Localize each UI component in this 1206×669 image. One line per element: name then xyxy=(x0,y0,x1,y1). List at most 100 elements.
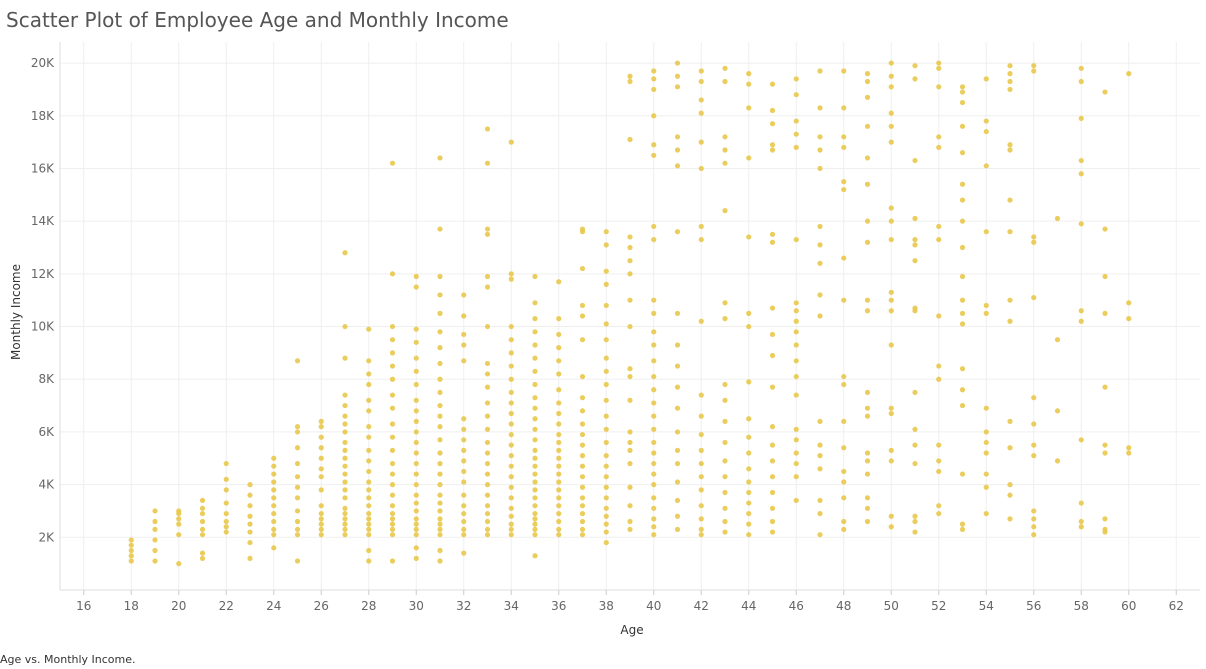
data-point xyxy=(698,460,704,467)
data-point xyxy=(959,244,966,251)
data-point xyxy=(247,482,253,488)
data-point xyxy=(651,76,657,82)
data-point xyxy=(888,297,894,303)
data-point xyxy=(841,179,847,185)
data-point xyxy=(484,126,491,132)
data-point xyxy=(508,532,514,538)
data-point xyxy=(508,323,514,330)
data-point xyxy=(532,516,538,522)
data-point xyxy=(294,424,301,430)
data-point xyxy=(793,426,799,432)
data-point xyxy=(128,542,134,548)
data-point xyxy=(247,555,253,561)
data-point xyxy=(342,429,348,435)
data-point xyxy=(556,316,562,322)
data-point xyxy=(888,524,894,530)
data-point xyxy=(651,426,657,432)
data-point xyxy=(484,231,491,237)
data-point xyxy=(556,526,562,533)
data-point xyxy=(437,508,443,514)
data-point xyxy=(1031,524,1037,530)
data-point xyxy=(437,532,443,538)
data-point xyxy=(651,532,657,538)
data-point xyxy=(247,529,253,535)
data-point xyxy=(342,487,348,493)
data-point xyxy=(864,505,871,511)
data-point xyxy=(722,505,728,511)
data-point xyxy=(841,186,847,193)
data-point xyxy=(793,460,799,467)
data-point xyxy=(651,358,657,364)
data-point xyxy=(366,371,372,377)
data-point xyxy=(366,326,372,332)
data-point xyxy=(484,284,491,290)
data-point xyxy=(223,487,229,493)
data-point xyxy=(508,431,514,438)
data-point xyxy=(888,342,894,348)
data-point xyxy=(342,495,348,501)
x-tick-label: 58 xyxy=(1074,599,1089,613)
data-point xyxy=(342,439,348,446)
data-point xyxy=(603,513,609,519)
data-point xyxy=(746,532,752,538)
data-point xyxy=(556,487,562,493)
data-point xyxy=(722,78,728,85)
data-point xyxy=(627,447,633,453)
data-point xyxy=(484,371,491,377)
data-point xyxy=(674,447,681,453)
data-point xyxy=(556,471,562,477)
data-point xyxy=(484,492,491,498)
data-point xyxy=(674,479,681,485)
data-point xyxy=(983,302,989,309)
data-point xyxy=(318,474,324,480)
data-point xyxy=(722,439,728,446)
data-point xyxy=(532,416,538,422)
data-point xyxy=(579,373,586,380)
data-point xyxy=(437,500,443,506)
data-point xyxy=(983,484,989,490)
data-point xyxy=(959,526,966,533)
data-point xyxy=(603,268,609,274)
data-point xyxy=(579,408,586,414)
data-point xyxy=(793,118,799,124)
data-point xyxy=(769,474,776,480)
data-point xyxy=(627,526,633,533)
x-axis-label: Age xyxy=(620,623,643,637)
data-point xyxy=(1031,508,1037,514)
data-point xyxy=(318,418,324,424)
data-point xyxy=(793,373,799,380)
data-point xyxy=(603,439,609,446)
data-point xyxy=(746,310,752,316)
data-point xyxy=(342,505,348,511)
data-point xyxy=(437,310,443,316)
data-point xyxy=(152,508,158,514)
data-point xyxy=(461,416,467,422)
data-point xyxy=(294,508,301,514)
data-point xyxy=(817,68,823,74)
data-point xyxy=(627,234,633,240)
data-point xyxy=(674,526,681,533)
data-point xyxy=(627,518,633,525)
data-point xyxy=(674,163,681,169)
data-point xyxy=(864,413,871,419)
data-point xyxy=(603,529,609,535)
x-tick-label: 16 xyxy=(76,599,91,613)
data-point xyxy=(318,521,324,527)
data-point xyxy=(437,413,443,419)
data-point xyxy=(318,466,324,472)
data-point xyxy=(864,495,871,501)
data-point xyxy=(508,495,514,501)
data-point xyxy=(413,545,419,551)
data-point xyxy=(223,524,229,530)
data-point xyxy=(1007,516,1013,522)
data-point xyxy=(413,521,419,527)
data-point xyxy=(532,553,538,559)
x-tick-label: 54 xyxy=(979,599,994,613)
data-point xyxy=(817,442,823,448)
data-point xyxy=(912,442,918,448)
data-point xyxy=(1126,445,1132,451)
data-point xyxy=(389,471,396,477)
data-point xyxy=(556,431,562,438)
data-point xyxy=(532,455,538,461)
data-point xyxy=(437,460,443,467)
